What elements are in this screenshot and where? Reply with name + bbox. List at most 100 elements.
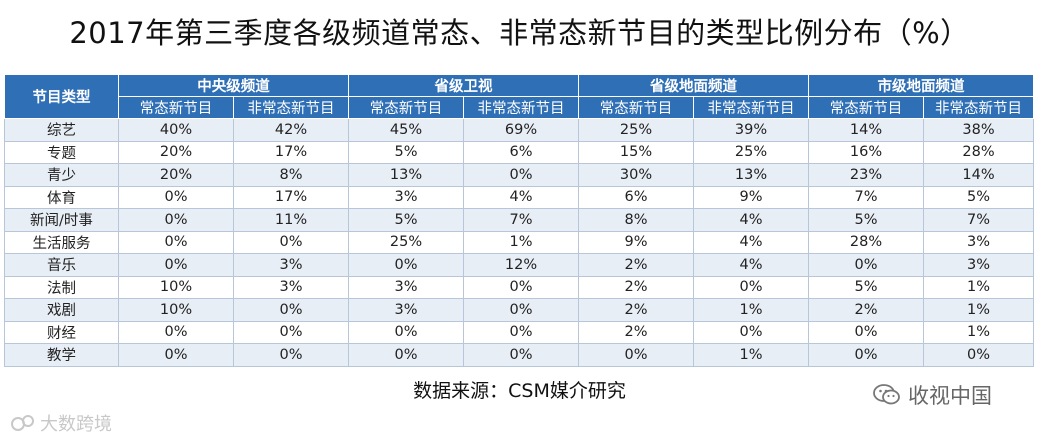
subcolumn-header: 常态新节目 bbox=[578, 96, 694, 119]
table-cell: 0% bbox=[808, 320, 924, 344]
row-label: 青少 bbox=[4, 163, 119, 187]
table-cell: 4% bbox=[693, 230, 809, 254]
table-cell: 3% bbox=[233, 253, 349, 277]
table-cell: 4% bbox=[463, 185, 579, 209]
table-cell: 10% bbox=[118, 275, 234, 299]
table-cell: 13% bbox=[693, 163, 809, 187]
table-cell: 15% bbox=[578, 140, 694, 164]
group-header: 市级地面频道 bbox=[808, 74, 1034, 97]
table-cell: 25% bbox=[578, 118, 694, 142]
row-label: 戏剧 bbox=[4, 298, 119, 322]
table-row: 教学 0% 0% 0% 0% 0% 1% 0% 0% bbox=[4, 343, 1034, 367]
subcolumn-header: 非常态新节目 bbox=[463, 96, 579, 119]
table-cell: 17% bbox=[233, 185, 349, 209]
table-row: 综艺 40% 42% 45% 69% 25% 39% 14% 38% bbox=[4, 118, 1034, 142]
row-label: 音乐 bbox=[4, 253, 119, 277]
table-row: 财经 0% 0% 0% 0% 2% 0% 0% 1% bbox=[4, 320, 1034, 344]
table-cell: 14% bbox=[923, 163, 1034, 187]
table-cell: 8% bbox=[233, 163, 349, 187]
table-cell: 0% bbox=[463, 298, 579, 322]
table-cell: 6% bbox=[463, 140, 579, 164]
table-cell: 3% bbox=[348, 275, 464, 299]
data-source: 数据来源：CSM媒介研究 bbox=[413, 380, 626, 402]
subcolumn-header: 非常态新节目 bbox=[693, 96, 809, 119]
table-cell: 7% bbox=[923, 208, 1034, 232]
chart-title: 2017年第三季度各级频道常态、非常态新节目的类型比例分布（%） bbox=[69, 16, 970, 50]
table-cell: 1% bbox=[463, 230, 579, 254]
table-cell: 0% bbox=[808, 253, 924, 277]
table-cell: 14% bbox=[808, 118, 924, 142]
table-cell: 6% bbox=[578, 185, 694, 209]
table-cell: 3% bbox=[233, 275, 349, 299]
table-cell: 40% bbox=[118, 118, 234, 142]
table-cell: 0% bbox=[463, 275, 579, 299]
data-table: 节目类型 中央级频道 省级卫视 省级地面频道 市级地面频道 常态新节目 非常态新… bbox=[4, 74, 1034, 367]
table-row: 新闻/时事 0% 11% 5% 7% 8% 4% 5% 7% bbox=[4, 208, 1034, 232]
table-cell: 0% bbox=[923, 343, 1034, 367]
table-cell: 0% bbox=[118, 253, 234, 277]
table-cell: 7% bbox=[808, 185, 924, 209]
table-cell: 3% bbox=[348, 185, 464, 209]
table-row: 音乐 0% 3% 0% 12% 2% 4% 0% 3% bbox=[4, 253, 1034, 277]
table-cell: 30% bbox=[578, 163, 694, 187]
subcolumn-header: 常态新节目 bbox=[118, 96, 234, 119]
table-row: 体育 0% 17% 3% 4% 6% 9% 7% 5% bbox=[4, 185, 1034, 209]
table-cell: 8% bbox=[578, 208, 694, 232]
table-cell: 11% bbox=[233, 208, 349, 232]
brand-logo-icon bbox=[11, 415, 34, 431]
table-cell: 0% bbox=[233, 298, 349, 322]
row-label: 体育 bbox=[4, 185, 119, 209]
table-cell: 5% bbox=[808, 275, 924, 299]
table-cell: 45% bbox=[348, 118, 464, 142]
table-cell: 42% bbox=[233, 118, 349, 142]
table-cell: 0% bbox=[348, 253, 464, 277]
row-label: 生活服务 bbox=[4, 230, 119, 254]
table-cell: 5% bbox=[348, 208, 464, 232]
table-cell: 2% bbox=[578, 275, 694, 299]
watermark-right: 收视中国 bbox=[872, 380, 992, 410]
table-cell: 3% bbox=[348, 298, 464, 322]
table-cell: 9% bbox=[578, 230, 694, 254]
table-body: 综艺 40% 42% 45% 69% 25% 39% 14% 38% 专题 20% 17% 5% 6% 15… bbox=[4, 118, 1034, 367]
row-header-cell: 节目类型 bbox=[4, 74, 119, 119]
header-row-subcolumns: 常态新节目 非常态新节目 常态新节目 非常态新节目 常态新节目 非常态新节目 常… bbox=[5, 96, 1034, 119]
table-cell: 5% bbox=[808, 208, 924, 232]
table-cell: 0% bbox=[693, 275, 809, 299]
table-cell: 2% bbox=[808, 298, 924, 322]
table-cell: 9% bbox=[693, 185, 809, 209]
table-row: 法制 10% 3% 3% 0% 2% 0% 5% 1% bbox=[4, 275, 1034, 299]
table-cell: 39% bbox=[693, 118, 809, 142]
table-cell: 0% bbox=[118, 208, 234, 232]
table-cell: 28% bbox=[808, 230, 924, 254]
table-row: 专题 20% 17% 5% 6% 15% 25% 16% 28% bbox=[4, 140, 1034, 164]
table-cell: 3% bbox=[923, 253, 1034, 277]
table-cell: 2% bbox=[578, 298, 694, 322]
subcolumn-header: 常态新节目 bbox=[348, 96, 464, 119]
table-cell: 0% bbox=[118, 185, 234, 209]
table-cell: 0% bbox=[463, 163, 579, 187]
table-cell: 0% bbox=[578, 343, 694, 367]
group-header: 省级地面频道 bbox=[578, 74, 809, 97]
row-label: 新闻/时事 bbox=[4, 208, 119, 232]
row-label: 综艺 bbox=[4, 118, 119, 142]
table-cell: 0% bbox=[233, 230, 349, 254]
table-cell: 0% bbox=[348, 320, 464, 344]
table-cell: 4% bbox=[693, 253, 809, 277]
table-cell: 10% bbox=[118, 298, 234, 322]
table-cell: 2% bbox=[578, 253, 694, 277]
table-cell: 0% bbox=[118, 230, 234, 254]
table-cell: 1% bbox=[923, 320, 1034, 344]
table-cell: 4% bbox=[693, 208, 809, 232]
table-cell: 28% bbox=[923, 140, 1034, 164]
header-row-groups: 节目类型 中央级频道 省级卫视 省级地面频道 市级地面频道 bbox=[4, 74, 1034, 119]
table-cell: 16% bbox=[808, 140, 924, 164]
table-cell: 5% bbox=[348, 140, 464, 164]
table-cell: 0% bbox=[118, 320, 234, 344]
table-cell: 0% bbox=[118, 343, 234, 367]
table-cell: 20% bbox=[118, 163, 234, 187]
group-header: 中央级频道 bbox=[118, 74, 349, 97]
row-label: 专题 bbox=[4, 140, 119, 164]
table-cell: 17% bbox=[233, 140, 349, 164]
wechat-icon bbox=[873, 384, 900, 405]
subcolumn-header: 非常态新节目 bbox=[923, 96, 1034, 119]
